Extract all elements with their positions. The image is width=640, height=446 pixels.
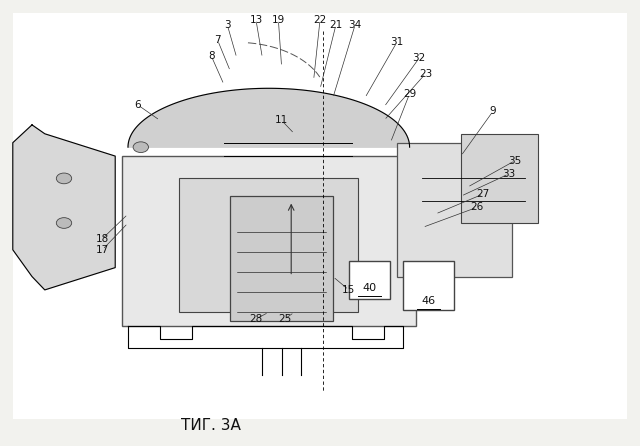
Text: 40: 40 (363, 283, 377, 293)
Text: 23: 23 (419, 69, 432, 78)
Text: 34: 34 (349, 20, 362, 29)
Text: 15: 15 (342, 285, 355, 295)
Text: 17: 17 (96, 245, 109, 255)
Text: 13: 13 (250, 15, 262, 25)
Text: 32: 32 (413, 53, 426, 63)
Text: 25: 25 (278, 314, 291, 324)
Text: ΤИГ. 3A: ΤИГ. 3A (181, 418, 241, 434)
Text: 33: 33 (502, 169, 515, 179)
Text: 9: 9 (490, 107, 496, 116)
Text: 19: 19 (272, 15, 285, 25)
Text: 11: 11 (275, 116, 288, 125)
Text: 29: 29 (403, 89, 416, 99)
Text: 6: 6 (134, 100, 141, 110)
Text: 28: 28 (250, 314, 262, 324)
Text: 3: 3 (224, 20, 230, 29)
Text: 21: 21 (330, 20, 342, 29)
Bar (397, 143, 512, 277)
Bar (122, 156, 416, 326)
Text: 26: 26 (470, 202, 483, 212)
Bar (461, 134, 538, 223)
Circle shape (133, 142, 148, 153)
Circle shape (56, 173, 72, 184)
Bar (349, 261, 390, 299)
Bar (403, 261, 454, 310)
Text: 35: 35 (509, 156, 522, 165)
Bar (230, 196, 333, 321)
Text: 31: 31 (390, 37, 403, 47)
Polygon shape (13, 125, 115, 290)
Circle shape (56, 218, 72, 228)
Text: 22: 22 (314, 15, 326, 25)
Text: 46: 46 (422, 296, 436, 306)
Text: 18: 18 (96, 234, 109, 244)
Text: 8: 8 (208, 51, 214, 61)
Polygon shape (128, 88, 410, 147)
Bar (179, 178, 358, 312)
Text: 7: 7 (214, 35, 221, 45)
Text: 27: 27 (477, 189, 490, 199)
